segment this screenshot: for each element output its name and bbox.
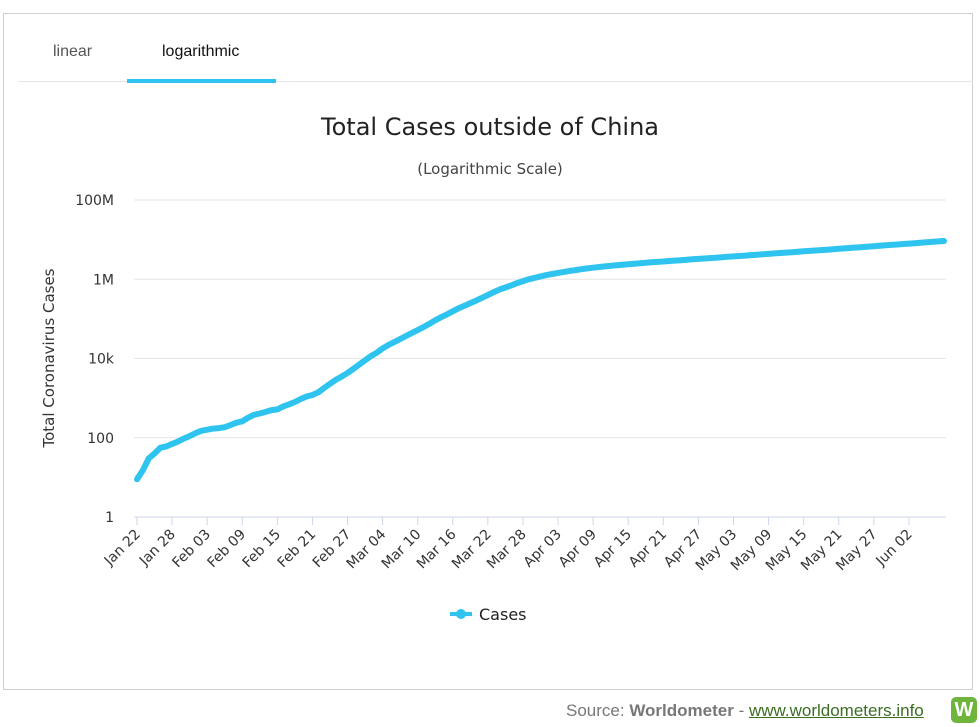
tab-linear[interactable]: linear <box>53 43 93 60</box>
x-tick-label: Jan 22 <box>101 527 144 570</box>
x-tick-label: Apr 03 <box>521 527 565 571</box>
source-name: Worldometer <box>629 701 734 720</box>
x-tick-label: Apr 21 <box>626 527 670 571</box>
chart-subtitle: (Logarithmic Scale) <box>417 160 563 178</box>
chart-title: Total Cases outside of China <box>320 113 659 141</box>
y-tick-labels: 1 100 10k 1M 100M <box>75 193 115 526</box>
x-tick-label: Jun 02 <box>873 527 916 570</box>
source-separator: - <box>733 701 749 720</box>
y-tick-label: 10k <box>88 352 115 368</box>
x-tick-label: Apr 09 <box>556 527 600 571</box>
chart-svg: Total Cases outside of China (Logarithmi… <box>40 113 947 624</box>
x-tick-label: Feb 03 <box>169 527 214 572</box>
x-tick-label: Feb 09 <box>204 527 249 572</box>
y-tick-label: 100M <box>75 193 114 209</box>
y-tick-label: 100 <box>87 431 114 447</box>
source-credit: Source: Worldometer - www.worldometers.i… <box>566 701 924 721</box>
scale-tabs: linear logarithmic <box>18 13 973 83</box>
y-axis-label: Total Coronavirus Cases <box>40 268 58 448</box>
legend[interactable]: Cases <box>450 605 527 624</box>
x-tick-label: Feb 21 <box>275 527 320 572</box>
active-tab-indicator <box>127 79 276 83</box>
series-line-cases <box>134 238 947 483</box>
chart-panel <box>3 13 973 690</box>
worldometer-logo-icon[interactable]: W <box>951 697 977 723</box>
x-tick-label: Mar 28 <box>484 527 530 573</box>
x-tick-label: Apr 15 <box>591 527 635 571</box>
source-prefix: Source: <box>566 701 630 720</box>
y-tick-label: 1 <box>105 510 114 526</box>
tab-logarithmic[interactable]: logarithmic <box>162 43 240 60</box>
source-link[interactable]: www.worldometers.info <box>748 701 924 720</box>
y-tick-label: 1M <box>93 272 114 288</box>
legend-label-cases: Cases <box>479 605 527 624</box>
legend-marker <box>456 609 466 619</box>
x-tick-label: Feb 15 <box>240 527 285 572</box>
